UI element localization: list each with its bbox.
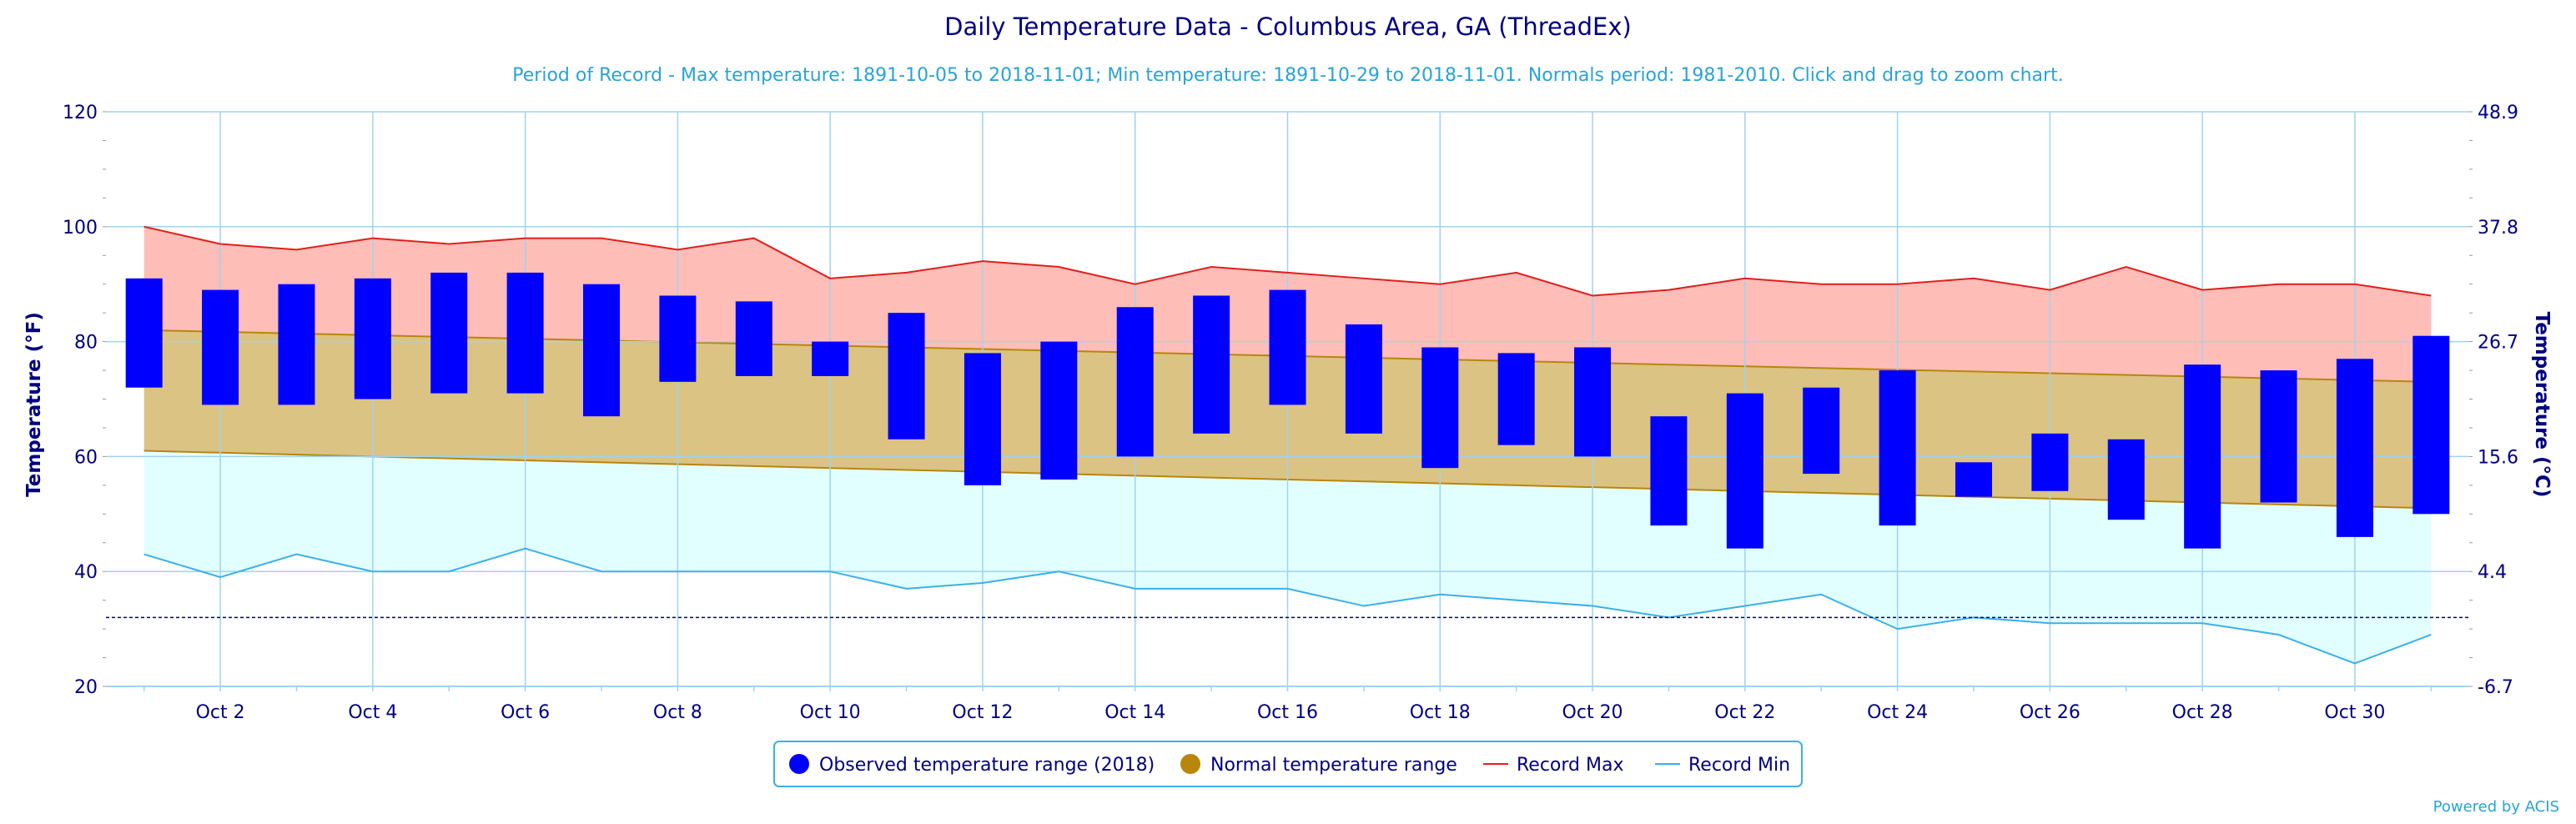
y-tick-label-left: 20 bbox=[74, 677, 98, 698]
observed-bar-day-5[interactable] bbox=[430, 272, 468, 394]
observed-bar-day-29[interactable] bbox=[2260, 370, 2297, 503]
record-max-line[interactable] bbox=[143, 225, 2432, 297]
observed-bar-day-6[interactable] bbox=[506, 272, 544, 394]
chart-title: Daily Temperature Data - Columbus Area, … bbox=[944, 13, 1632, 41]
x-tick-label: Oct 14 bbox=[1104, 702, 1165, 723]
legend-normal-marker[interactable] bbox=[1180, 754, 1200, 774]
observed-bar-day-21[interactable] bbox=[1650, 416, 1688, 526]
observed-bar-day-9[interactable] bbox=[735, 301, 772, 376]
chart-subtitle: Period of Record - Max temperature: 1891… bbox=[512, 65, 2063, 86]
x-tick-label: Oct 22 bbox=[1714, 702, 1775, 723]
y-tick-label-right: -6.7 bbox=[2478, 677, 2513, 698]
observed-bar-day-27[interactable] bbox=[2107, 439, 2145, 520]
record-min-line[interactable] bbox=[143, 547, 2432, 665]
x-tick-label: Oct 2 bbox=[196, 702, 245, 723]
legend-normal-label[interactable]: Normal temperature range bbox=[1210, 755, 1457, 776]
observed-bar-day-4[interactable] bbox=[354, 278, 391, 399]
observed-bar-day-1[interactable] bbox=[125, 278, 163, 388]
observed-bar-day-19[interactable] bbox=[1497, 353, 1535, 445]
y-tick-label-left: 60 bbox=[74, 447, 98, 468]
record-bands-layer bbox=[143, 226, 2432, 664]
legend: Observed temperature range (2018) Normal… bbox=[773, 741, 1803, 787]
x-tick-label: Oct 12 bbox=[952, 702, 1013, 723]
legend-observed-marker[interactable] bbox=[789, 754, 809, 774]
y-tick-label-right: 48.9 bbox=[2478, 103, 2518, 123]
observed-bar-day-23[interactable] bbox=[1803, 387, 1840, 475]
legend-box bbox=[773, 741, 1803, 787]
observed-bar-day-13[interactable] bbox=[1040, 341, 1078, 480]
x-tick-label: Oct 10 bbox=[800, 702, 861, 723]
observed-bar-day-31[interactable] bbox=[2412, 335, 2450, 515]
record-lines-layer bbox=[106, 225, 2469, 665]
legend-record-max-label[interactable]: Record Max bbox=[1517, 755, 1624, 776]
observed-bar-day-22[interactable] bbox=[1726, 393, 1763, 549]
credit-link[interactable]: Powered by ACIS bbox=[2433, 798, 2559, 816]
x-tick-label: Oct 30 bbox=[2324, 702, 2385, 723]
observed-bar-day-14[interactable] bbox=[1116, 307, 1154, 457]
x-tick-label: Oct 20 bbox=[1562, 702, 1623, 723]
observed-bar-day-16[interactable] bbox=[1269, 289, 1306, 405]
y-tick-label-left: 100 bbox=[63, 218, 98, 239]
y-tick-label-left: 80 bbox=[74, 333, 98, 354]
legend-observed-label[interactable]: Observed temperature range (2018) bbox=[819, 755, 1155, 776]
y-tick-label-left: 120 bbox=[63, 103, 98, 123]
observed-bar-day-11[interactable] bbox=[888, 313, 925, 440]
y-tick-label-right: 37.8 bbox=[2478, 218, 2518, 239]
y-axis-label-right: Temperature (°C) bbox=[2531, 312, 2553, 498]
observed-bar-day-18[interactable] bbox=[1421, 347, 1459, 469]
observed-bar-day-17[interactable] bbox=[1345, 324, 1382, 434]
observed-bar-day-10[interactable] bbox=[812, 341, 849, 376]
observed-bar-day-24[interactable] bbox=[1879, 370, 1916, 526]
observed-bar-day-7[interactable] bbox=[583, 284, 621, 417]
observed-bar-day-30[interactable] bbox=[2336, 359, 2373, 537]
y-tick-label-right: 26.7 bbox=[2478, 333, 2518, 354]
observed-bar-day-12[interactable] bbox=[963, 353, 1001, 485]
observed-bar-day-15[interactable] bbox=[1193, 295, 1230, 434]
observed-bar-day-3[interactable] bbox=[278, 284, 315, 405]
x-tick-label: Oct 18 bbox=[1410, 702, 1471, 723]
observed-bar-day-20[interactable] bbox=[1574, 347, 1612, 457]
x-tick-label: Oct 16 bbox=[1257, 702, 1318, 723]
observed-bar-day-8[interactable] bbox=[659, 295, 697, 382]
observed-bars-layer[interactable] bbox=[125, 272, 2450, 549]
x-tick-label: Oct 4 bbox=[348, 702, 397, 723]
axes-layer: 20 -6.7 40 4.4 60 15.6 80 26.7 100 37.8 120 48.9 Oct… bbox=[63, 103, 2518, 723]
x-tick-label: Oct 28 bbox=[2172, 702, 2233, 723]
x-tick-label: Oct 24 bbox=[1867, 702, 1928, 723]
y-tick-label-right: 15.6 bbox=[2478, 447, 2518, 468]
x-tick-label: Oct 8 bbox=[653, 702, 702, 723]
x-tick-label: Oct 26 bbox=[2020, 702, 2080, 723]
legend-record-min-label[interactable]: Record Min bbox=[1688, 755, 1790, 776]
y-tick-label-right: 4.4 bbox=[2478, 562, 2507, 583]
x-tick-label: Oct 6 bbox=[501, 702, 550, 723]
y-tick-label-left: 40 bbox=[74, 562, 98, 583]
y-axis-label-left: Temperature (°F) bbox=[23, 312, 45, 497]
observed-bar-day-2[interactable] bbox=[202, 289, 239, 405]
observed-bar-day-25[interactable] bbox=[1955, 462, 1992, 497]
observed-bar-day-26[interactable] bbox=[2031, 433, 2069, 491]
observed-bar-day-28[interactable] bbox=[2184, 364, 2221, 549]
